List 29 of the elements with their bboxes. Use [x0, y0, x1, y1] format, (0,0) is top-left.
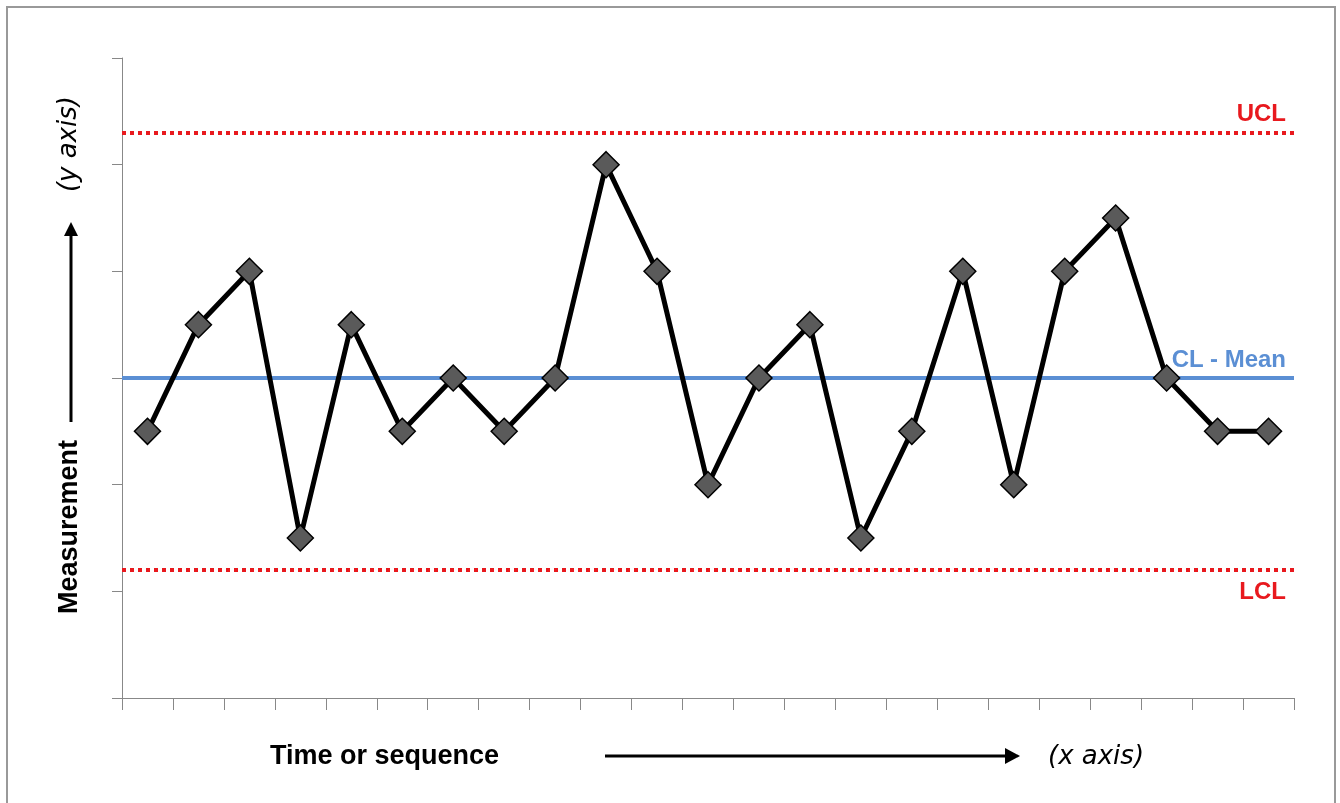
point — [1050, 257, 1079, 286]
point — [235, 257, 264, 286]
point — [184, 310, 213, 339]
x-axis-title: Time or sequence — [270, 739, 500, 770]
point — [133, 417, 162, 446]
point — [847, 524, 875, 552]
point — [592, 150, 620, 179]
point — [949, 257, 977, 286]
point — [541, 364, 569, 392]
point — [694, 470, 722, 499]
ref-line-label: LCL — [1239, 576, 1286, 604]
text: (x axis) — [1048, 740, 1145, 770]
point — [286, 524, 315, 552]
point — [439, 364, 467, 392]
y-axis-title: Measurement — [52, 439, 83, 615]
point — [999, 470, 1028, 499]
point — [1203, 417, 1232, 446]
point — [337, 310, 366, 339]
ref-line-label: UCL — [1236, 99, 1286, 127]
point — [898, 417, 926, 446]
point — [745, 364, 773, 392]
ref-line-label: CL - Mean — [1171, 344, 1286, 372]
point — [643, 257, 671, 286]
point — [1101, 204, 1130, 232]
text: (y axis) — [52, 96, 82, 193]
point — [796, 310, 824, 339]
point — [490, 417, 518, 446]
point — [388, 417, 417, 446]
point — [1254, 417, 1283, 446]
